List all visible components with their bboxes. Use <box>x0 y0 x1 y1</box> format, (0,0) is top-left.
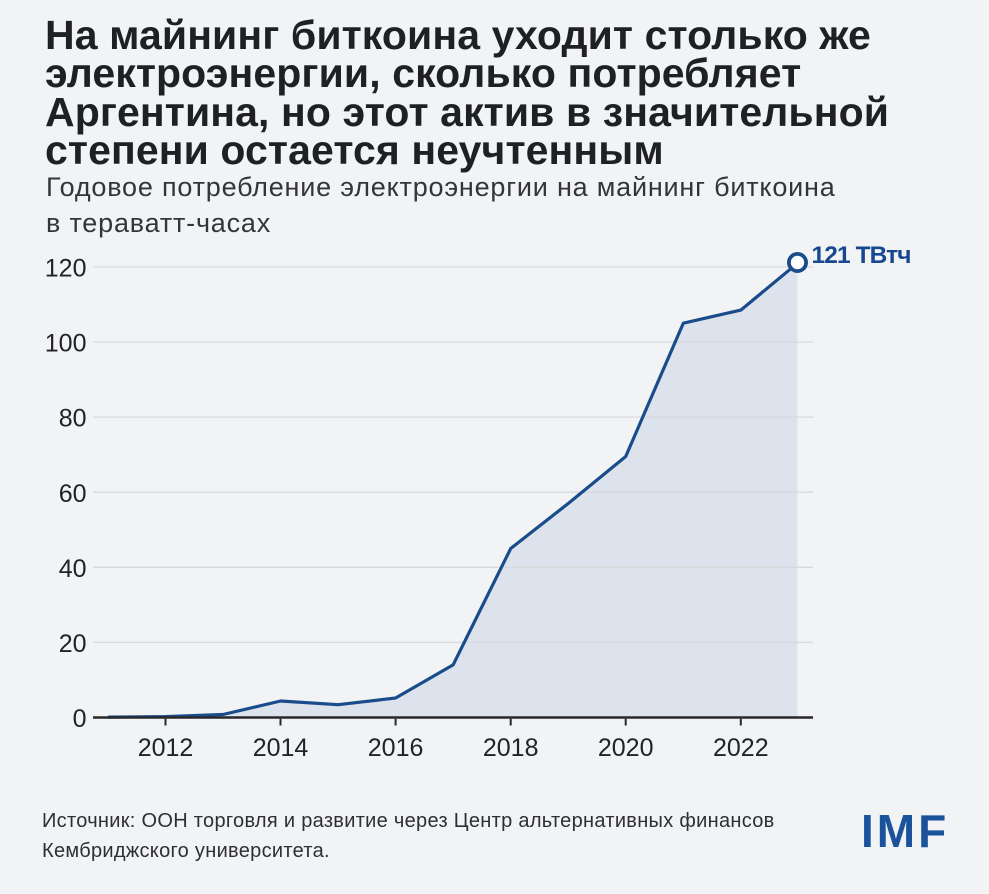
svg-text:60: 60 <box>59 480 87 508</box>
svg-text:121 ТВтч: 121 ТВтч <box>812 242 911 269</box>
svg-text:2022: 2022 <box>713 734 769 762</box>
svg-text:120: 120 <box>45 254 87 282</box>
svg-text:100: 100 <box>45 330 87 358</box>
svg-text:2012: 2012 <box>138 734 194 762</box>
svg-text:20: 20 <box>59 630 87 658</box>
svg-text:2016: 2016 <box>368 734 424 762</box>
svg-text:2020: 2020 <box>598 734 654 762</box>
svg-text:80: 80 <box>59 405 87 433</box>
svg-text:2014: 2014 <box>253 734 309 762</box>
svg-text:0: 0 <box>73 705 87 733</box>
svg-text:40: 40 <box>59 555 87 583</box>
svg-text:2018: 2018 <box>483 734 539 762</box>
